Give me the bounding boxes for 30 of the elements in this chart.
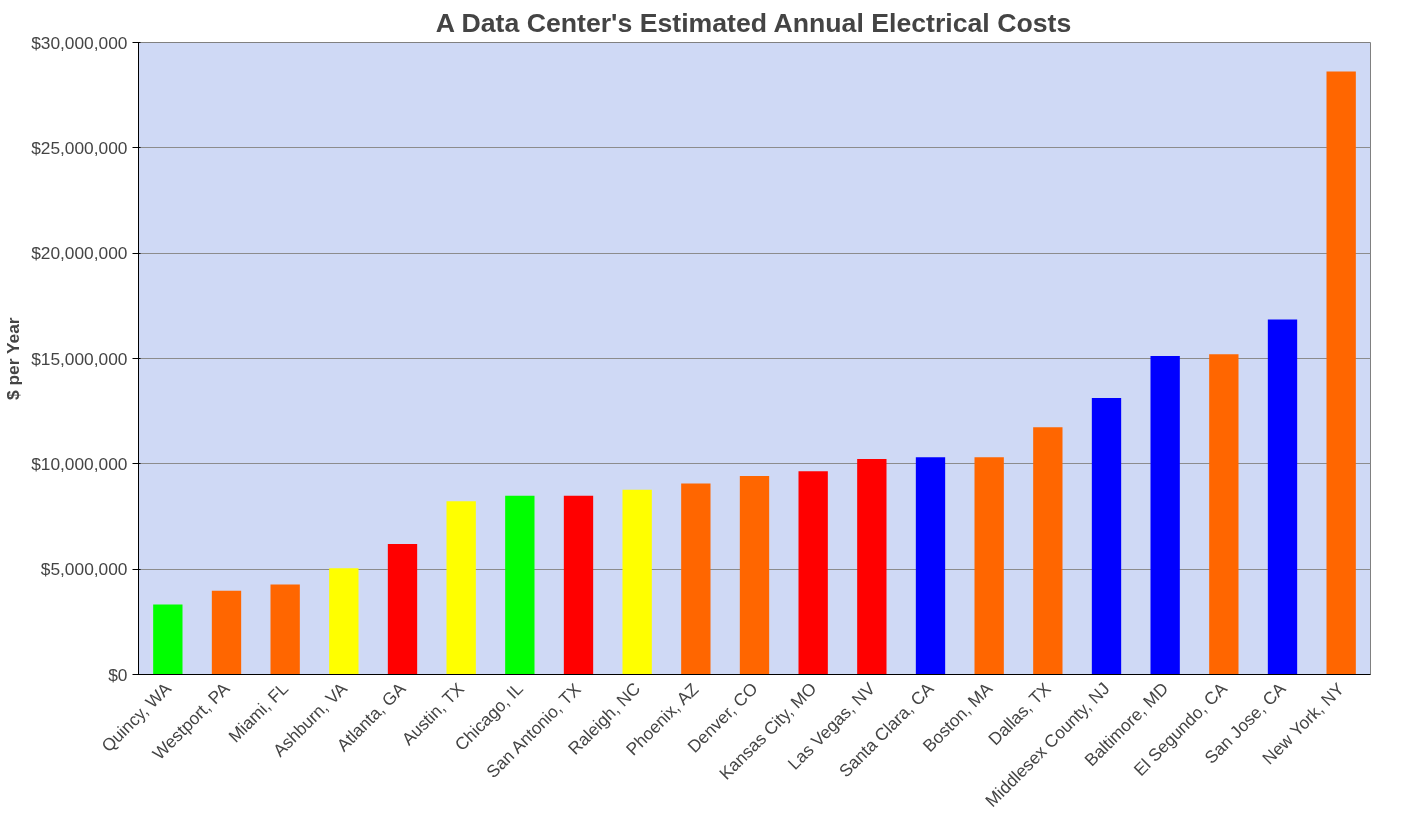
bar — [798, 471, 828, 675]
bar — [1091, 398, 1122, 675]
bar — [1033, 427, 1063, 675]
chart-title: A Data Center's Estimated Annual Electrical Costs — [435, 7, 1072, 38]
y-axis-title: $ per Year — [3, 317, 24, 400]
bar — [153, 604, 183, 675]
bar — [1209, 354, 1239, 675]
bar — [270, 584, 300, 675]
bar — [622, 489, 652, 675]
bar — [915, 457, 946, 675]
bar — [1150, 355, 1180, 675]
bar — [329, 568, 359, 675]
y-tick-label: $25,000,000 — [31, 137, 128, 158]
bar — [974, 457, 1004, 675]
y-tick-label: $15,000,000 — [31, 348, 128, 369]
bar — [857, 458, 887, 675]
bar — [1267, 319, 1298, 675]
bar — [681, 483, 711, 675]
y-tick-label: $0 — [108, 664, 128, 685]
bar — [505, 495, 535, 675]
bar — [387, 544, 418, 675]
y-tick-label: $5,000,000 — [40, 559, 128, 580]
bar — [1326, 71, 1356, 675]
bar — [211, 590, 242, 675]
y-tick-label: $30,000,000 — [31, 32, 128, 53]
y-tick-label: $10,000,000 — [31, 453, 128, 474]
y-tick-label: $20,000,000 — [31, 243, 128, 264]
bar — [446, 501, 476, 675]
bar — [563, 495, 594, 675]
bar — [739, 476, 770, 675]
